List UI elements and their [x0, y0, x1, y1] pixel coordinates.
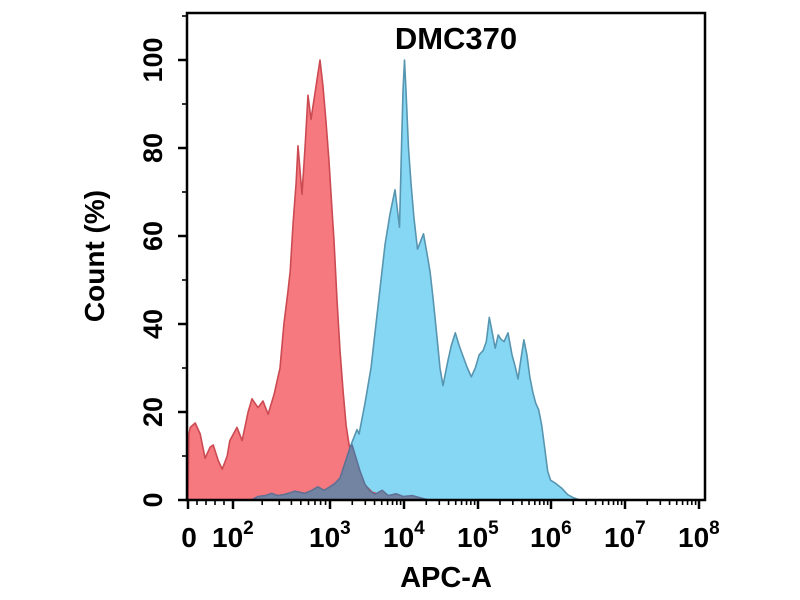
x-tick-label: 108 — [678, 518, 720, 553]
x-tick-label: 104 — [383, 518, 425, 553]
x-tick-label: 107 — [604, 518, 646, 553]
x-tick-label: 102 — [212, 518, 254, 553]
plot-border — [185, 11, 707, 502]
y-tick-label: 20 — [138, 397, 168, 427]
overlap-region-histogram — [250, 444, 430, 501]
x-tick-label: 103 — [309, 518, 351, 553]
x-tick-label: 105 — [457, 518, 499, 553]
x-tick-label: 0 — [181, 522, 197, 553]
chart-title: DMC370 — [395, 21, 517, 56]
x-axis-label: APC-A — [400, 562, 492, 594]
y-tick-label: 40 — [138, 309, 168, 339]
y-tick-label: 60 — [138, 221, 168, 251]
y-tick-label: 100 — [138, 37, 168, 82]
x-tick-label: 106 — [530, 518, 572, 553]
y-tick-label: 0 — [138, 492, 168, 507]
y-tick-label: 80 — [138, 133, 168, 163]
y-axis-label: Count (%) — [79, 190, 110, 322]
